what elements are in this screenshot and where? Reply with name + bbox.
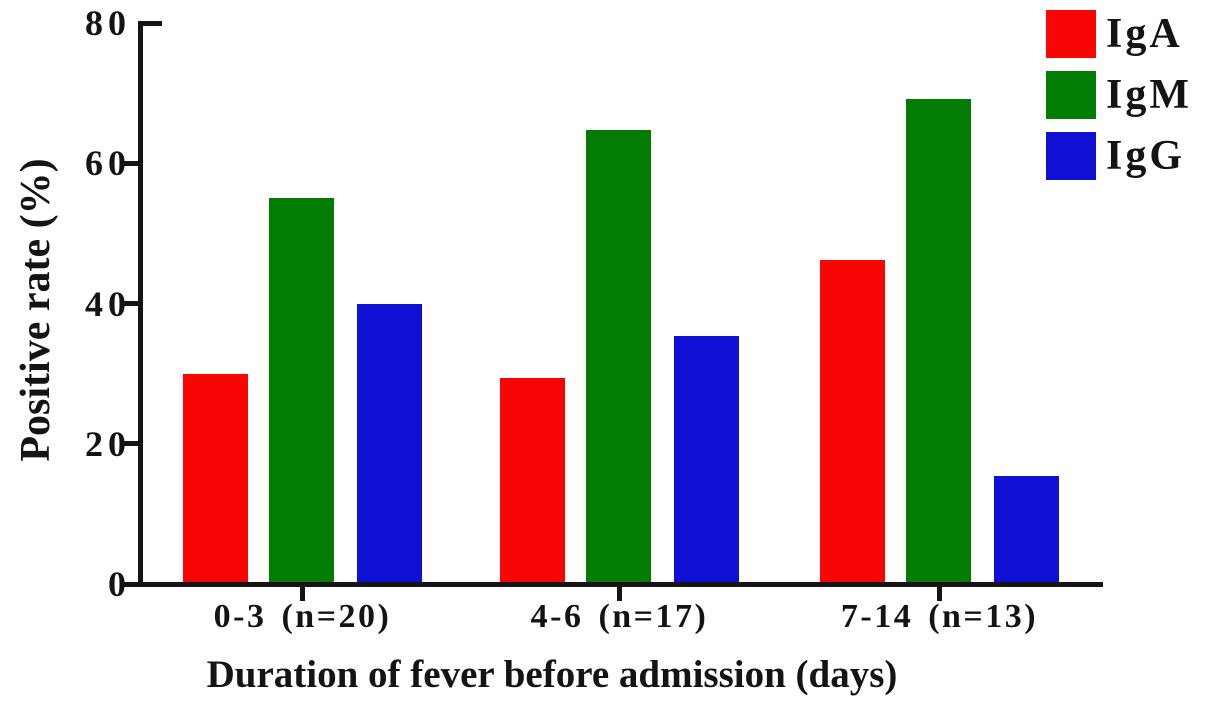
y-axis-line bbox=[138, 21, 143, 587]
bar-iga-group1 bbox=[500, 377, 565, 584]
y-axis-title: Positive rate (%) bbox=[13, 158, 59, 462]
legend-swatch-igm bbox=[1046, 71, 1096, 119]
legend-label-iga: IgA bbox=[1106, 11, 1183, 57]
bar-igm-group1 bbox=[586, 130, 651, 584]
bar-igg-group1 bbox=[674, 336, 739, 584]
x-tick-mark bbox=[617, 587, 622, 601]
bar-iga-group2 bbox=[820, 260, 885, 584]
y-tick-mark bbox=[124, 441, 138, 447]
y-tick-mark bbox=[124, 301, 138, 306]
x-axis-title: Duration of fever before admission (days… bbox=[206, 653, 898, 696]
y-tick-label: 80 bbox=[85, 3, 131, 43]
y-tick-label: 0 bbox=[108, 564, 131, 604]
bar-iga-group0 bbox=[183, 373, 248, 584]
y-tick-mark bbox=[124, 160, 138, 166]
y-tick-label: 40 bbox=[85, 283, 131, 324]
legend-swatch-iga bbox=[1046, 10, 1096, 58]
y-tick-mark-top-cap bbox=[140, 20, 162, 26]
y-tick-label: 60 bbox=[85, 143, 131, 184]
bar-igm-group2 bbox=[906, 98, 971, 584]
x-tick-mark bbox=[300, 587, 305, 601]
x-category-label: 7-14 (n=13) bbox=[840, 598, 1039, 635]
bar-igg-group2 bbox=[994, 476, 1059, 584]
x-tick-mark bbox=[937, 587, 942, 601]
y-tick-label: 20 bbox=[85, 423, 131, 464]
legend-swatch-igg bbox=[1046, 132, 1096, 180]
legend-label-igm: IgM bbox=[1106, 72, 1192, 118]
legend-label-igg: IgG bbox=[1106, 133, 1186, 179]
x-category-label: 0-3 (n=20) bbox=[213, 598, 392, 635]
bar-igg-group0 bbox=[357, 303, 422, 584]
x-axis-line bbox=[123, 582, 1103, 587]
bar-igm-group0 bbox=[269, 198, 334, 584]
x-category-label: 4-6 (n=17) bbox=[530, 598, 709, 635]
